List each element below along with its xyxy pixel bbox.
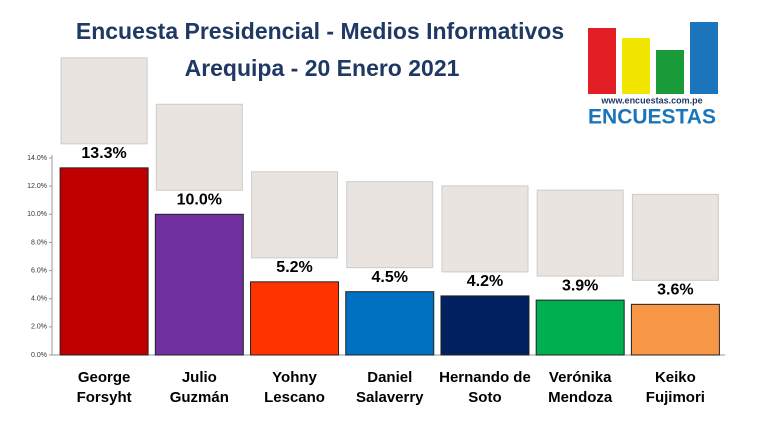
y-tick-label: 12.0% bbox=[27, 183, 47, 190]
logo-url: www.encuestas.com.pe bbox=[600, 95, 702, 105]
bar bbox=[250, 281, 340, 356]
chart-subtitle: Arequipa - 20 Enero 2021 bbox=[185, 55, 460, 81]
x-tick-label: Daniel bbox=[367, 369, 412, 386]
x-tick-label: Keiko bbox=[655, 369, 696, 386]
value-label: 3.6% bbox=[657, 282, 693, 299]
bar bbox=[154, 213, 244, 356]
y-tick-label: 14.0% bbox=[27, 155, 47, 162]
x-tick-label: George bbox=[78, 369, 131, 386]
x-tick-label: Yohny bbox=[272, 369, 317, 386]
bar bbox=[535, 299, 625, 356]
x-tick-label: Soto bbox=[468, 389, 501, 406]
x-tick-label: Salaverry bbox=[356, 389, 424, 406]
y-tick-label: 2.0% bbox=[31, 324, 47, 331]
y-tick-label: 0.0% bbox=[31, 352, 47, 359]
y-tick-label: 8.0% bbox=[31, 239, 47, 246]
candidate-photo bbox=[251, 171, 339, 259]
value-label: 4.2% bbox=[467, 273, 503, 290]
x-tick-label: Mendoza bbox=[548, 389, 613, 406]
y-tick-label: 6.0% bbox=[31, 267, 47, 274]
value-label: 5.2% bbox=[276, 259, 312, 276]
candidate-photo bbox=[155, 103, 243, 191]
x-tick-label: Guzmán bbox=[170, 389, 229, 406]
logo-name: ENCUESTAS bbox=[588, 106, 716, 129]
logo-bar bbox=[622, 38, 650, 94]
y-tick-label: 10.0% bbox=[27, 211, 47, 218]
x-tick-label: Verónika bbox=[549, 369, 612, 386]
value-label: 13.3% bbox=[81, 145, 126, 162]
y-tick-label: 4.0% bbox=[31, 296, 47, 303]
candidate-photo bbox=[441, 185, 529, 273]
x-tick-label: Hernando de bbox=[439, 369, 531, 386]
x-tick-label: Forsyht bbox=[77, 389, 132, 406]
logo-bar bbox=[588, 28, 616, 94]
value-label: 3.9% bbox=[562, 277, 598, 294]
chart-title: Encuesta Presidencial - Medios Informati… bbox=[76, 18, 564, 44]
bar bbox=[440, 295, 530, 356]
x-tick-label: Julio bbox=[182, 369, 217, 386]
candidate-photo bbox=[631, 193, 719, 281]
value-label: 10.0% bbox=[177, 192, 222, 209]
bar bbox=[630, 303, 720, 356]
x-tick-label: Fujimori bbox=[646, 389, 705, 406]
candidate-photo bbox=[346, 181, 434, 269]
logo: www.encuestas.com.pe ENCUESTAS bbox=[588, 22, 718, 129]
logo-bar bbox=[656, 50, 684, 94]
bar bbox=[345, 291, 435, 356]
candidate-photo bbox=[536, 189, 624, 277]
bar bbox=[59, 167, 149, 356]
logo-bar bbox=[690, 22, 718, 94]
value-label: 4.5% bbox=[372, 269, 408, 286]
candidate-photo bbox=[60, 57, 148, 145]
x-tick-label: Lescano bbox=[264, 389, 325, 406]
